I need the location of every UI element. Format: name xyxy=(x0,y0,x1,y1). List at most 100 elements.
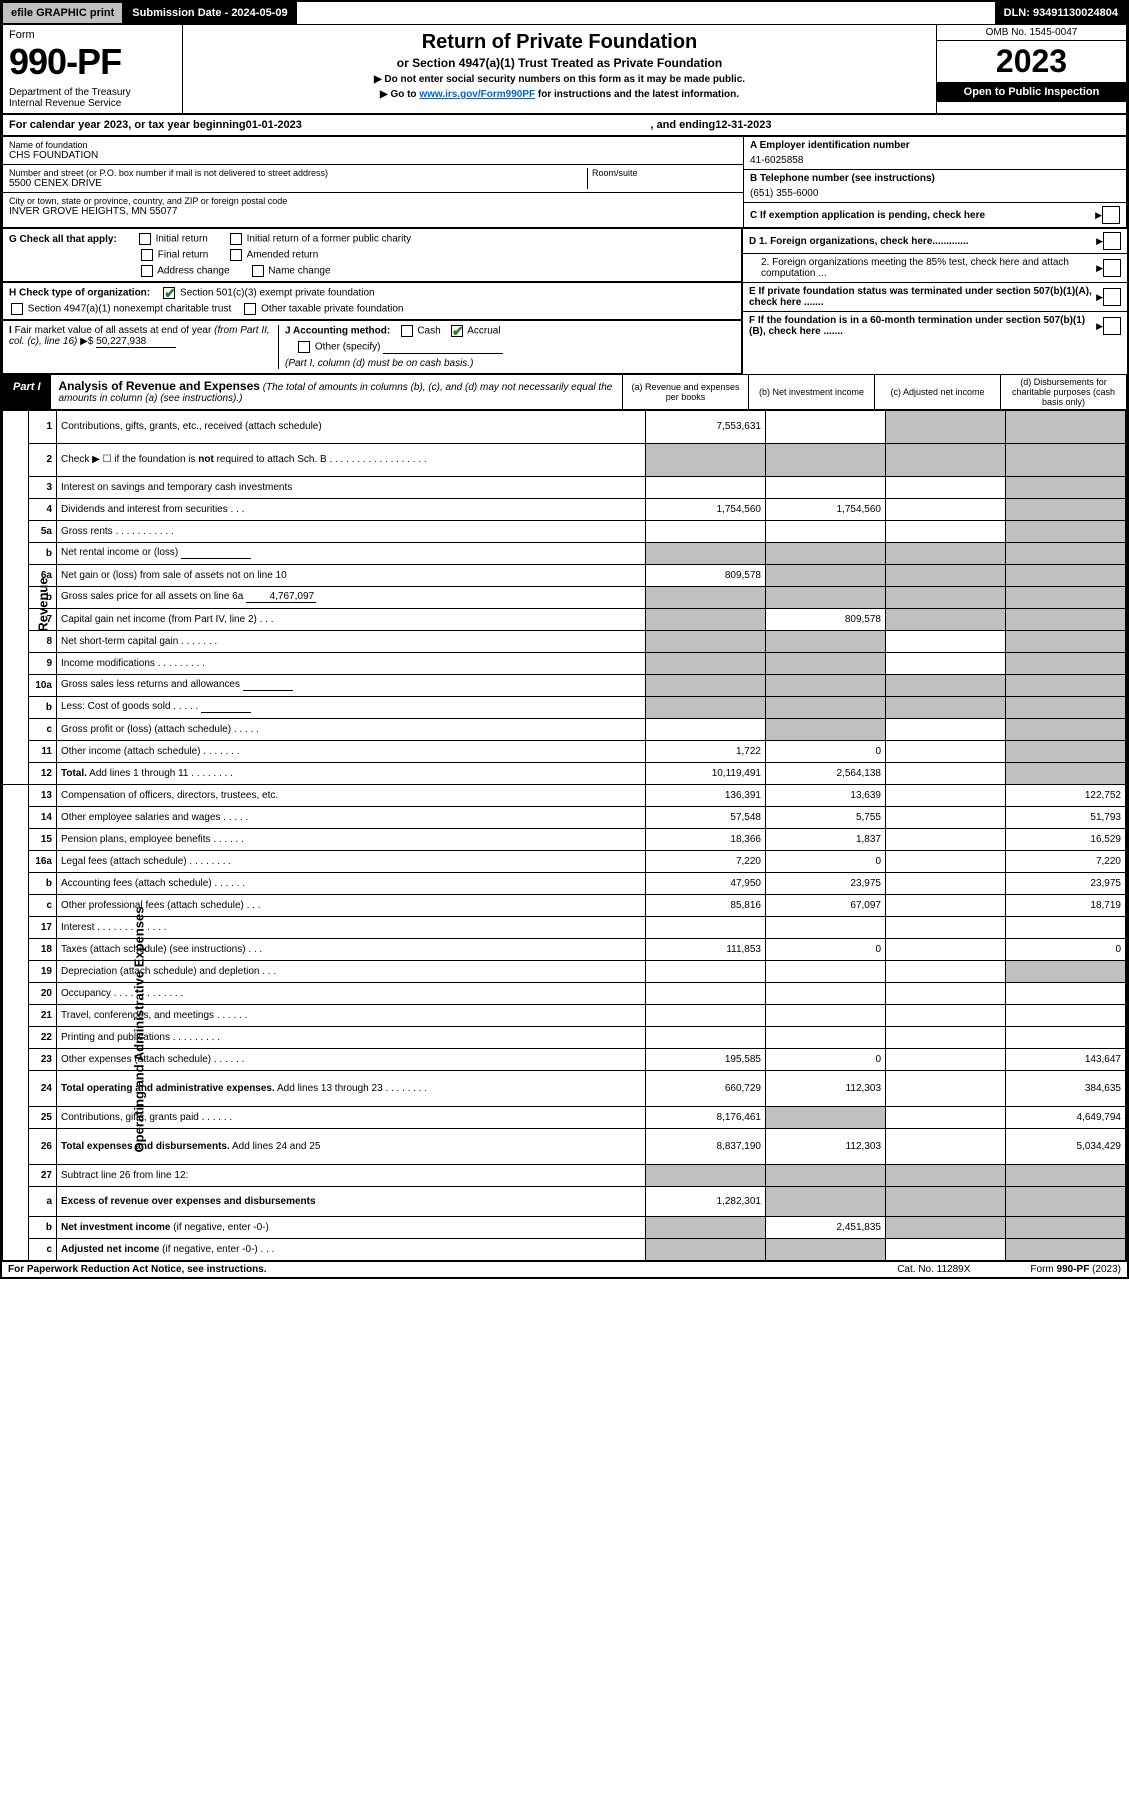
cell-value xyxy=(886,806,1006,828)
cell-value xyxy=(886,498,1006,520)
row-desc: Gross profit or (loss) (attach schedule)… xyxy=(57,718,646,740)
table-row: 25 Contributions, gifts, grants paid . .… xyxy=(3,1106,1126,1128)
table-row: c Other professional fees (attach schedu… xyxy=(3,894,1126,916)
row-desc: Accounting fees (attach schedule) . . . … xyxy=(57,872,646,894)
cell-value xyxy=(886,476,1006,498)
table-row: 12 Total. Add lines 1 through 11 . . . .… xyxy=(3,762,1126,784)
cell-value: 0 xyxy=(766,938,886,960)
tel-label: B Telephone number (see instructions) xyxy=(750,173,1120,184)
table-row: 26 Total expenses and disbursements. Add… xyxy=(3,1128,1126,1164)
cell-value xyxy=(1006,982,1126,1004)
h-other-check[interactable] xyxy=(244,303,256,315)
table-row: 24 Total operating and administrative ex… xyxy=(3,1070,1126,1106)
cell-value xyxy=(886,630,1006,652)
cell-shaded xyxy=(1006,718,1126,740)
cell-value xyxy=(646,916,766,938)
g-final-check[interactable] xyxy=(141,249,153,261)
cell-value xyxy=(886,872,1006,894)
cell-value: 16,529 xyxy=(1006,828,1126,850)
id-right: A Employer identification number 41-6025… xyxy=(743,137,1126,227)
cell-shaded xyxy=(766,696,886,718)
row-no: 10a xyxy=(29,674,57,696)
row-no: 5a xyxy=(29,520,57,542)
g-name-change: Name change xyxy=(268,266,330,277)
cell-shaded xyxy=(1006,674,1126,696)
d2-check[interactable] xyxy=(1103,259,1121,277)
cell-value xyxy=(1006,1026,1126,1048)
j-accrual-check[interactable] xyxy=(451,325,463,337)
g-name-check[interactable] xyxy=(252,265,264,277)
side-rev-cell: Revenue xyxy=(3,410,29,784)
cell-shaded xyxy=(886,696,1006,718)
j-other-check[interactable] xyxy=(298,341,310,353)
row-no: 11 xyxy=(29,740,57,762)
cell-shaded xyxy=(1006,960,1126,982)
addr-label: Number and street (or P.O. box number if… xyxy=(9,168,587,178)
cell-shaded xyxy=(766,674,886,696)
g-initial-check[interactable] xyxy=(139,233,151,245)
part1-title: Analysis of Revenue and Expenses xyxy=(59,379,260,393)
cell-value xyxy=(886,1128,1006,1164)
e-check[interactable] xyxy=(1103,288,1121,306)
h-other-taxable: Other taxable private foundation xyxy=(261,304,403,315)
cell-value xyxy=(646,520,766,542)
j-cash-check[interactable] xyxy=(401,325,413,337)
cell-value: 143,647 xyxy=(1006,1048,1126,1070)
identity-block: Name of foundation CHS FOUNDATION Number… xyxy=(2,136,1127,228)
col-c-hdr: (c) Adjusted net income xyxy=(874,375,1000,409)
table-row: 18 Taxes (attach schedule) (see instruct… xyxy=(3,938,1126,960)
cell-shaded xyxy=(1006,586,1126,608)
cell-value: 7,220 xyxy=(1006,850,1126,872)
row-no: 8 xyxy=(29,630,57,652)
foundation-name-cell: Name of foundation CHS FOUNDATION xyxy=(3,137,743,165)
g-block: G Check all that apply: Initial return I… xyxy=(2,228,742,282)
d1-check[interactable] xyxy=(1103,232,1121,250)
cell-value xyxy=(886,520,1006,542)
cell-shaded xyxy=(1006,652,1126,674)
ij-block: I Fair market value of all assets at end… xyxy=(2,320,742,374)
row-no: 16a xyxy=(29,850,57,872)
cell-value: 10,119,491 xyxy=(646,762,766,784)
irs-link[interactable]: www.irs.gov/Form990PF xyxy=(419,89,535,100)
e-cell: E If private foundation status was termi… xyxy=(743,282,1127,311)
cell-value xyxy=(886,784,1006,806)
submission-date: Submission Date - 2024-05-09 xyxy=(123,2,296,24)
header-left: Form 990-PF Department of the Treasury I… xyxy=(3,25,183,113)
c-checkbox[interactable] xyxy=(1102,206,1120,224)
row-no: c xyxy=(29,718,57,740)
row-no: 3 xyxy=(29,476,57,498)
cell-value xyxy=(646,960,766,982)
table-row: 6a Net gain or (loss) from sale of asset… xyxy=(3,564,1126,586)
cell-shaded xyxy=(646,674,766,696)
table-row: b Net rental income or (loss) xyxy=(3,542,1126,564)
cell-value: 51,793 xyxy=(1006,806,1126,828)
cell-shaded xyxy=(646,630,766,652)
g-final: Final return xyxy=(158,250,209,261)
f-check[interactable] xyxy=(1103,317,1121,335)
g-initial: Initial return xyxy=(156,234,208,245)
h-501-check[interactable] xyxy=(163,287,175,299)
cell-value: 1,754,560 xyxy=(646,498,766,520)
d1-text: D 1. Foreign organizations, check here..… xyxy=(749,236,969,247)
cell-shaded xyxy=(1006,608,1126,630)
dln: DLN: 93491130024804 xyxy=(995,2,1127,24)
g-initial-former-check[interactable] xyxy=(230,233,242,245)
row-desc: Gross rents . . . . . . . . . . . xyxy=(57,520,646,542)
cell-value xyxy=(646,1004,766,1026)
cell-shaded xyxy=(1006,1186,1126,1216)
cell-shaded xyxy=(646,608,766,630)
j-label: J Accounting method: xyxy=(285,326,390,337)
d1-cell: D 1. Foreign organizations, check here..… xyxy=(743,228,1127,253)
row-desc: Net rental income or (loss) xyxy=(57,542,646,564)
header-right: OMB No. 1545-0047 2023 Open to Public In… xyxy=(936,25,1126,113)
row-no: b xyxy=(29,696,57,718)
table-row: 10a Gross sales less returns and allowan… xyxy=(3,674,1126,696)
g-amended-check[interactable] xyxy=(230,249,242,261)
h-4947-check[interactable] xyxy=(11,303,23,315)
cell-value: 0 xyxy=(766,850,886,872)
g-addr-check[interactable] xyxy=(141,265,153,277)
table-row: 15 Pension plans, employee benefits . . … xyxy=(3,828,1126,850)
city-label: City or town, state or province, country… xyxy=(9,196,737,206)
cell-shaded xyxy=(886,410,1006,443)
cell-shaded xyxy=(766,1106,886,1128)
